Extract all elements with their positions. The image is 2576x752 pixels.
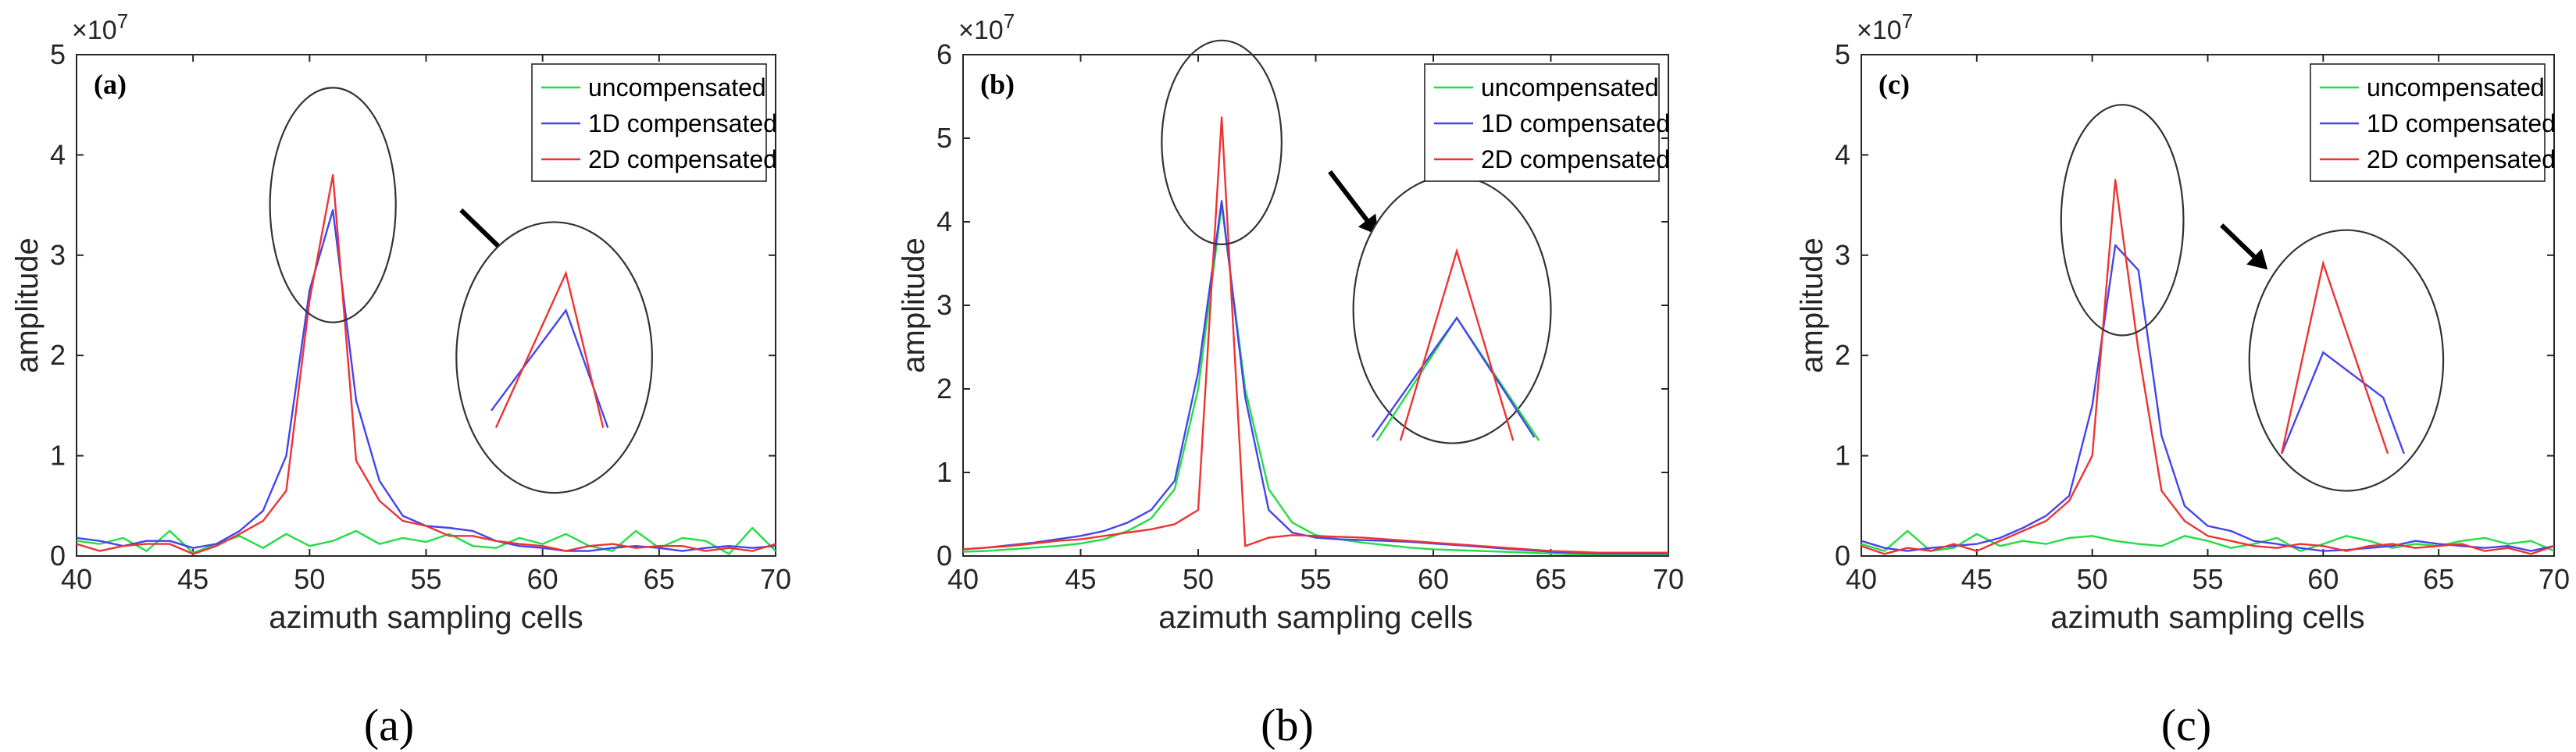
x-tick-label: 50 [294, 563, 325, 595]
x-tick-label: 55 [410, 563, 441, 595]
panel-tag-label: (b) [980, 69, 1015, 100]
x-tick-label: 60 [2307, 563, 2339, 595]
x-tick-label: 40 [1846, 563, 1877, 595]
zoom-inset-line-2d-compensated [1399, 248, 1515, 441]
y-tick-label: 0 [1835, 540, 1850, 572]
series-line-2d-compensated [1861, 179, 2555, 555]
x-tick-label: 70 [760, 563, 791, 595]
panel-tag-label: (a) [94, 69, 127, 100]
figure-caption: (b) [1261, 700, 1314, 750]
y-tick-label: 4 [50, 138, 66, 170]
y-axis-label: amplitude [897, 237, 931, 372]
x-tick-label: 45 [1065, 563, 1096, 595]
legend-label: 1D compensated [2367, 109, 2556, 137]
series-line-2d-compensated [962, 116, 1668, 554]
y-tick-label: 2 [937, 372, 952, 405]
x-tick-label: 70 [1653, 563, 1684, 595]
x-tick-label: 60 [1418, 563, 1449, 595]
y-axis-label: amplitude [1795, 237, 1829, 372]
y-tick-label: 0 [50, 540, 66, 572]
zoom-inset-ellipse [455, 221, 653, 494]
zoom-inset-ellipse [1352, 175, 1552, 444]
legend-label: uncompensated [588, 73, 766, 102]
legend-label: 2D compensated [588, 145, 777, 173]
x-tick-label: 65 [1535, 563, 1566, 595]
axis-exponent-power: 7 [117, 9, 128, 33]
axis-exponent-power: 7 [1902, 9, 1913, 33]
x-tick-label: 45 [1961, 563, 1993, 595]
legend-label: uncompensated [1481, 73, 1659, 102]
y-tick-label: 3 [1835, 239, 1850, 271]
axis-exponent: ×107 [1857, 9, 1913, 45]
y-tick-label: 5 [1835, 38, 1850, 70]
y-tick-label: 4 [937, 205, 952, 237]
figure-caption: (a) [364, 700, 414, 750]
zoom-inset-line-2d-compensated [2280, 259, 2389, 454]
x-tick-label: 40 [61, 563, 92, 595]
y-tick-label: 6 [937, 38, 952, 70]
panel-tag-label: (c) [1878, 69, 1910, 100]
x-tick-label: 65 [644, 563, 675, 595]
y-tick-label: 1 [1835, 440, 1850, 472]
x-tick-label: 40 [947, 563, 979, 595]
series-line-1d-compensated [1861, 244, 2555, 552]
x-tick-label: 60 [527, 563, 558, 595]
x-tick-label: 65 [2423, 563, 2454, 595]
x-tick-label: 50 [2077, 563, 2108, 595]
zoom-inset-ellipse [2248, 229, 2445, 492]
x-axis-label: azimuth sampling cells [2050, 601, 2364, 635]
peak-highlight-ellipse [2060, 104, 2185, 337]
y-tick-label: 0 [937, 540, 952, 572]
x-tick-label: 70 [2539, 563, 2570, 595]
axis-exponent: ×107 [72, 9, 128, 45]
x-tick-label: 55 [1300, 563, 1331, 595]
axis-exponent-power: 7 [1004, 9, 1015, 33]
y-tick-label: 5 [937, 122, 952, 154]
y-tick-label: 2 [1835, 339, 1850, 371]
x-tick-label: 45 [177, 563, 209, 595]
y-tick-label: 3 [937, 289, 952, 321]
figure-caption: (c) [2161, 700, 2211, 750]
peak-highlight-ellipse [269, 87, 397, 323]
zoom-inset-line-1d-compensated [2280, 351, 2405, 454]
zoom-inset-line-2d-compensated [494, 270, 605, 429]
legend-label: uncompensated [2367, 73, 2545, 102]
legend-label: 2D compensated [2367, 145, 2556, 173]
x-tick-label: 55 [2192, 563, 2223, 595]
y-tick-label: 3 [50, 239, 66, 271]
zoom-inset-line-1d-compensated [1371, 315, 1536, 438]
y-tick-label: 2 [50, 339, 66, 371]
y-tick-label: 1 [937, 456, 952, 488]
x-tick-label: 50 [1183, 563, 1214, 595]
y-axis-label: amplitude [10, 237, 45, 372]
zoom-arrow-head [2246, 248, 2268, 270]
legend-label: 1D compensated [588, 109, 777, 137]
legend-label: 1D compensated [1481, 109, 1670, 137]
y-tick-label: 1 [50, 440, 66, 472]
y-tick-label: 4 [1835, 138, 1850, 170]
legend-label: 2D compensated [1481, 145, 1670, 173]
x-axis-label: azimuth sampling cells [269, 601, 583, 635]
peak-highlight-ellipse [1161, 39, 1283, 245]
axis-exponent: ×107 [958, 9, 1015, 45]
x-axis-label: azimuth sampling cells [1158, 601, 1472, 635]
series-line-2d-compensated [76, 173, 776, 555]
y-tick-label: 5 [50, 38, 66, 70]
